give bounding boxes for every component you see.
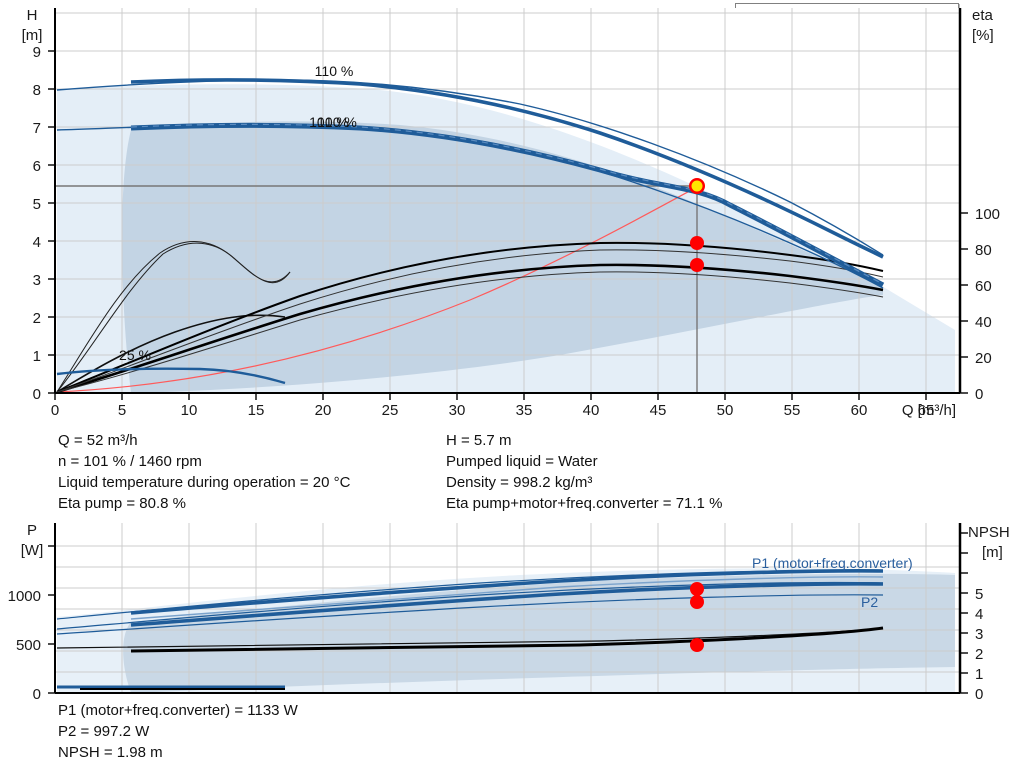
head-envelope-main: [121, 121, 883, 393]
head-x-tick-1: 5: [118, 402, 126, 419]
info-eta-pump: Eta pump = 80.8 %: [58, 495, 186, 512]
head-axis-unit: [m]: [22, 27, 43, 44]
eta-tick-80: 80: [975, 242, 992, 259]
duty-point-p1-marker: [690, 582, 704, 596]
duty-point-head-marker-inner: [691, 180, 703, 192]
p2-series-label: P2: [861, 594, 878, 610]
eta-pump-curve: [56, 241, 884, 393]
head-x-tick-13: 65: [918, 402, 935, 419]
head-curve-101-highlight: [130, 123, 884, 285]
head-x-tick-8: 40: [583, 402, 600, 419]
duty-point-eta-pump-marker: [690, 236, 704, 250]
head-curve-110-thick: [130, 78, 884, 259]
head-x-tick-3: 15: [248, 402, 265, 419]
npsh-axis-title: NPSH: [968, 524, 1010, 541]
npsh-tick-1: 1: [975, 666, 983, 683]
curve-label-25: 25 %: [119, 347, 151, 363]
eta-tick-60: 60: [975, 278, 992, 295]
head-curve-101-thick: [130, 122, 885, 288]
head-x-tick-2: 10: [181, 402, 198, 419]
eta-25-branch-curve: [56, 314, 286, 393]
p2-curve: [130, 582, 884, 627]
eta-axis-title: eta: [972, 7, 994, 24]
head-y-tick-2: 2: [33, 310, 41, 327]
info-h: H = 5.7 m: [446, 432, 512, 449]
npsh-axis-unit: [m]: [982, 544, 1003, 561]
head-y-tick-5: 5: [33, 196, 41, 213]
eta-tick-20: 20: [975, 350, 992, 367]
head-y-tick-8: 8: [33, 82, 41, 99]
power-axis-title: P: [27, 522, 37, 539]
head-x-tick-10: 50: [717, 402, 734, 419]
power-npsh-chart: P [W] 0 500 1000 NPSH [m] 0 1 2 3 4 5 P1…: [8, 522, 1010, 703]
eta-total-curve: [56, 263, 884, 394]
info-eta-total: Eta pump+motor+freq.converter = 71.1 %: [446, 495, 723, 512]
power-axis-unit: [W]: [21, 542, 44, 559]
power-y-ticks: [48, 545, 55, 694]
head-x-tick-7: 35: [516, 402, 533, 419]
npsh-tick-5: 5: [975, 586, 983, 603]
power-info-block: P1 (motor+freq.converter) = 1133 W P2 = …: [58, 700, 298, 763]
p1-series-label: P1 (motor+freq.converter): [752, 555, 913, 571]
info-pumped-liquid: Pumped liquid = Water: [446, 453, 598, 470]
operating-info-right: H = 5.7 m Pumped liquid = Water Density …: [446, 430, 722, 514]
head-y-tick-4: 4: [33, 234, 41, 251]
npsh-y-ticks: [960, 532, 968, 694]
power-tick-0: 0: [33, 686, 41, 703]
npsh-tick-4: 4: [975, 606, 983, 623]
p-curve-thin-3: [56, 594, 884, 635]
flow-axis-title: Q [m³/h]: [902, 402, 956, 419]
p1-curve: [130, 569, 884, 615]
curve-label-110: 110 %: [315, 63, 354, 79]
eta-curve-shadow-2: [56, 271, 884, 393]
head-y-tick-0: 0: [33, 386, 41, 403]
head-x-tick-4: 20: [315, 402, 332, 419]
head-y-tick-3: 3: [33, 272, 41, 289]
head-y-tick-6: 6: [33, 158, 41, 175]
curve-label-101: 101 %: [309, 114, 349, 130]
info-liquid-temp: Liquid temperature during operation = 20…: [58, 474, 351, 491]
head-x-ticks: [54, 393, 927, 400]
head-x-tick-11: 55: [784, 402, 801, 419]
head-x-tick-12: 60: [851, 402, 868, 419]
head-x-tick-0: 0: [51, 402, 59, 419]
power-tick-500: 500: [16, 637, 41, 654]
eta-axis-unit: [%]: [972, 27, 994, 44]
head-x-tick-5: 25: [382, 402, 399, 419]
npsh-tick-3: 3: [975, 626, 983, 643]
info-p1: P1 (motor+freq.converter) = 1133 W: [58, 702, 298, 719]
eta-tick-0: 0: [975, 386, 983, 403]
info-q: Q = 52 m³/h: [58, 432, 138, 449]
p2-curve-thin: [56, 581, 884, 630]
eta-tick-100: 100: [975, 206, 1000, 223]
eta-curve-shadow-1: [56, 249, 884, 393]
head-y-ticks: [48, 50, 55, 394]
power-tick-1000: 1000: [8, 588, 41, 605]
duty-point-p2-marker: [690, 595, 704, 609]
info-p2: P2 = 997.2 W: [58, 723, 150, 740]
head-y-tick-9: 9: [33, 44, 41, 61]
npsh-tick-2: 2: [975, 646, 983, 663]
head-axis-title: H: [27, 7, 38, 24]
eta-y-ticks: [960, 212, 968, 394]
head-y-tick-7: 7: [33, 120, 41, 137]
head-curve-25: [56, 367, 286, 385]
curve-label-100: 100 %: [317, 114, 357, 130]
info-speed: n = 101 % / 1460 rpm: [58, 453, 202, 470]
head-x-tick-9: 45: [650, 402, 667, 419]
p-curve-band: [130, 576, 884, 620]
npsh-tick-0: 0: [975, 686, 983, 703]
npsh-curve: [130, 626, 884, 653]
head-x-tick-6: 30: [449, 402, 466, 419]
npsh-red-line: [56, 186, 698, 393]
head-y-tick-1: 1: [33, 348, 41, 365]
eta-tick-40: 40: [975, 314, 992, 331]
duty-point-npsh-marker: [690, 638, 704, 652]
operating-info-left: Q = 52 m³/h n = 101 % / 1460 rpm Liquid …: [58, 430, 350, 514]
eta-110-branch-curve-b: [56, 242, 291, 393]
info-density: Density = 998.2 kg/m³: [446, 474, 593, 491]
info-npsh: NPSH = 1.98 m: [58, 744, 163, 761]
head-eta-chart: H [m] 0 1 2 3 4 5 6 7 8 9 0 5 10 15 20 2…: [22, 7, 1000, 419]
duty-point-eta-total-marker: [690, 258, 704, 272]
